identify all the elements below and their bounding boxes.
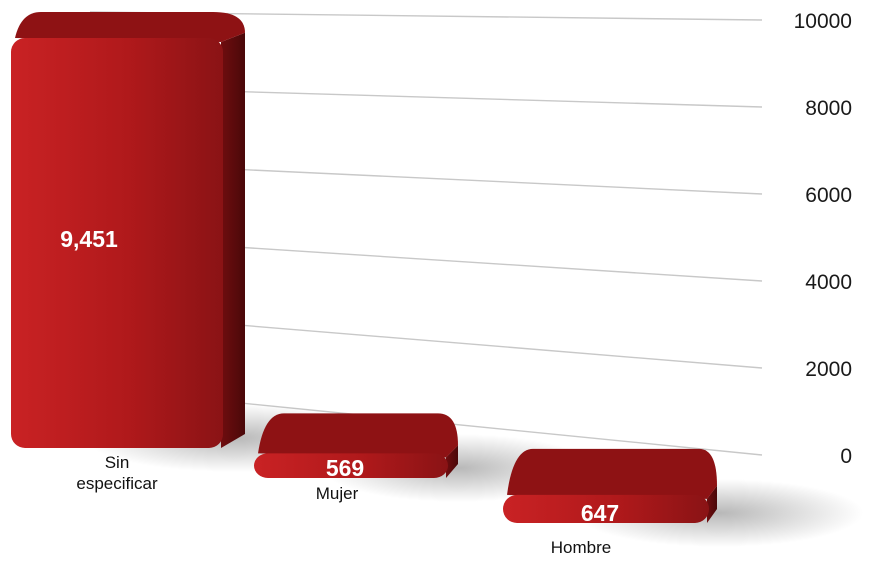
value-label: 9,451 — [60, 226, 118, 252]
category-label: Mujer — [316, 484, 359, 503]
bar-side — [707, 485, 717, 523]
bar — [254, 453, 448, 478]
y-axis-ticks: 10000 8000 6000 4000 2000 0 — [794, 10, 852, 468]
category-labels: Sin especificar Mujer Hombre — [76, 453, 611, 557]
bar-top — [15, 12, 245, 42]
y-tick-label: 2000 — [805, 358, 852, 381]
bars — [11, 12, 717, 523]
category-label: Sin especificar — [76, 453, 158, 493]
category-label: Hombre — [551, 538, 611, 557]
value-labels: 9,451 569 647 — [60, 226, 619, 526]
bar-top — [258, 413, 458, 458]
value-label: 647 — [581, 500, 619, 526]
bar — [11, 38, 223, 448]
bar-side — [446, 445, 458, 478]
bar-side — [221, 32, 245, 449]
y-tick-label: 6000 — [805, 184, 852, 207]
bar — [503, 494, 709, 523]
y-tick-label: 10000 — [794, 10, 852, 33]
y-tick-label: 8000 — [805, 97, 852, 120]
value-label: 569 — [326, 455, 364, 481]
y-tick-label: 4000 — [805, 271, 852, 294]
bar-top — [507, 448, 717, 499]
y-tick-label: 0 — [840, 445, 852, 468]
